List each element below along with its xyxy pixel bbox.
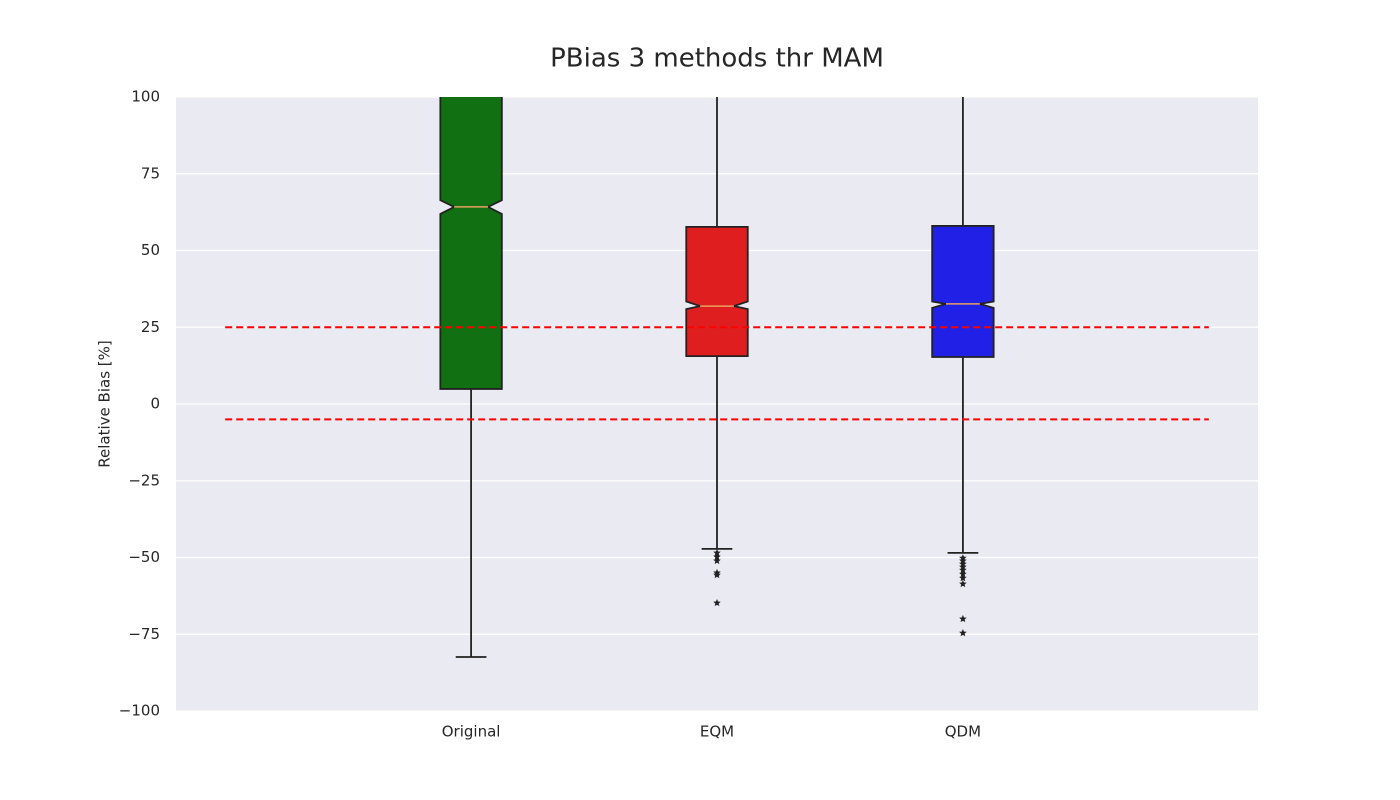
chart-title: PBias 3 methods thr MAM <box>550 44 884 74</box>
flier <box>959 574 967 582</box>
y-tick-label: 100 <box>131 88 160 106</box>
y-tick-label: −50 <box>128 548 160 566</box>
flier <box>959 579 967 588</box>
flier <box>959 629 967 637</box>
x-tick-label: Original <box>442 723 501 741</box>
y-tick-label: 50 <box>141 241 160 259</box>
y-tick-label: 75 <box>141 164 160 182</box>
x-tick-label: QDM <box>945 723 981 741</box>
flier <box>959 566 967 574</box>
box <box>685 225 749 358</box>
plot-layer <box>225 97 1209 658</box>
y-tick-label: −100 <box>119 702 160 720</box>
box <box>439 97 503 390</box>
flier <box>959 614 967 623</box>
y-axis-label: Relative Bias [%] <box>96 340 114 467</box>
y-tick-label: −75 <box>128 625 160 643</box>
flier <box>713 571 721 579</box>
flier <box>959 570 967 578</box>
flier <box>713 552 721 561</box>
flier <box>713 556 721 565</box>
y-tick-label: −25 <box>128 471 160 489</box>
y-tick-label: 0 <box>150 395 160 413</box>
flier <box>713 548 721 557</box>
box <box>931 225 995 358</box>
flier <box>713 598 721 607</box>
x-tick-label: EQM <box>700 723 734 741</box>
y-tick-label: 25 <box>141 318 160 336</box>
